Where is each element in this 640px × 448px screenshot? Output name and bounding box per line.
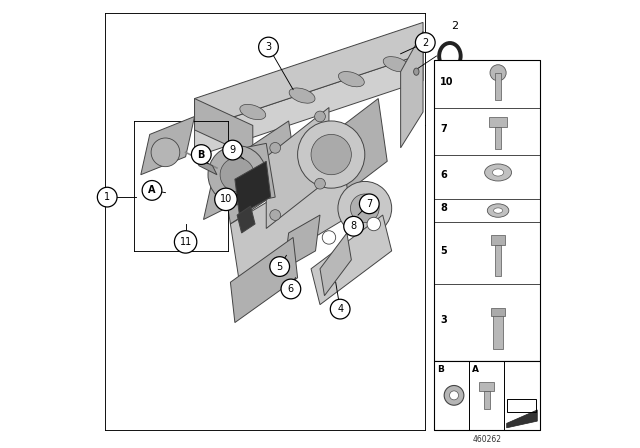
Polygon shape — [284, 99, 387, 233]
Circle shape — [281, 279, 301, 299]
Text: 6: 6 — [288, 284, 294, 294]
Text: 8: 8 — [351, 221, 356, 231]
Circle shape — [367, 217, 380, 231]
Ellipse shape — [484, 164, 511, 181]
Text: B: B — [198, 150, 205, 159]
Text: B: B — [437, 365, 444, 374]
Circle shape — [444, 385, 464, 405]
Circle shape — [223, 140, 243, 160]
Polygon shape — [195, 54, 423, 157]
Ellipse shape — [493, 169, 504, 176]
FancyBboxPatch shape — [489, 116, 507, 126]
Ellipse shape — [487, 204, 509, 217]
Circle shape — [191, 145, 211, 164]
Circle shape — [214, 188, 237, 211]
Circle shape — [338, 181, 392, 235]
Text: 10: 10 — [440, 77, 454, 87]
FancyBboxPatch shape — [435, 60, 540, 361]
Text: 9: 9 — [230, 145, 236, 155]
Polygon shape — [266, 108, 329, 228]
FancyBboxPatch shape — [493, 311, 504, 349]
Circle shape — [315, 178, 325, 189]
FancyBboxPatch shape — [435, 361, 540, 430]
Polygon shape — [235, 161, 271, 215]
Text: 460262: 460262 — [472, 435, 501, 444]
Text: 6: 6 — [440, 170, 447, 180]
Circle shape — [220, 158, 254, 192]
Text: 10: 10 — [220, 194, 232, 204]
Text: A: A — [472, 365, 479, 374]
FancyBboxPatch shape — [491, 308, 505, 316]
FancyBboxPatch shape — [495, 73, 500, 99]
Polygon shape — [507, 410, 538, 428]
FancyBboxPatch shape — [495, 126, 501, 149]
Polygon shape — [221, 143, 275, 206]
Polygon shape — [401, 31, 423, 148]
Text: 4: 4 — [337, 304, 343, 314]
Ellipse shape — [383, 56, 409, 72]
Ellipse shape — [240, 104, 266, 120]
Circle shape — [415, 33, 435, 52]
Polygon shape — [311, 215, 392, 305]
Text: 11: 11 — [179, 237, 192, 247]
FancyBboxPatch shape — [484, 391, 490, 409]
Polygon shape — [195, 22, 423, 130]
Polygon shape — [237, 206, 255, 233]
FancyBboxPatch shape — [491, 235, 505, 245]
Text: 3: 3 — [266, 42, 271, 52]
Polygon shape — [204, 166, 239, 220]
FancyBboxPatch shape — [479, 382, 495, 391]
Text: 8: 8 — [440, 203, 447, 213]
Circle shape — [270, 257, 289, 276]
Text: 1: 1 — [104, 192, 110, 202]
Circle shape — [174, 231, 196, 253]
Polygon shape — [230, 237, 298, 323]
Text: 2: 2 — [451, 22, 458, 31]
Polygon shape — [284, 215, 320, 269]
Circle shape — [259, 37, 278, 57]
Polygon shape — [221, 121, 298, 224]
Circle shape — [322, 231, 336, 244]
Polygon shape — [320, 233, 351, 296]
FancyBboxPatch shape — [495, 245, 501, 276]
Ellipse shape — [289, 88, 315, 103]
Circle shape — [142, 181, 162, 200]
Polygon shape — [195, 157, 217, 175]
Polygon shape — [230, 157, 351, 282]
Text: A: A — [148, 185, 156, 195]
Circle shape — [360, 194, 379, 214]
Text: 3: 3 — [440, 315, 447, 325]
Circle shape — [490, 65, 506, 81]
Text: 5: 5 — [276, 262, 283, 271]
Text: 7: 7 — [366, 199, 372, 209]
Circle shape — [344, 216, 364, 236]
Text: 7: 7 — [440, 124, 447, 134]
Polygon shape — [195, 99, 253, 157]
Ellipse shape — [413, 68, 419, 75]
Ellipse shape — [339, 72, 364, 87]
Text: 5: 5 — [440, 246, 447, 256]
Circle shape — [351, 194, 379, 223]
Circle shape — [315, 111, 325, 122]
Circle shape — [151, 138, 180, 167]
Circle shape — [298, 121, 365, 188]
Circle shape — [330, 299, 350, 319]
Ellipse shape — [493, 208, 502, 213]
Circle shape — [208, 146, 266, 204]
Polygon shape — [141, 116, 195, 175]
Circle shape — [270, 210, 280, 220]
Circle shape — [449, 391, 458, 400]
Text: 2: 2 — [422, 38, 428, 47]
Circle shape — [311, 134, 351, 175]
Circle shape — [270, 142, 280, 153]
Circle shape — [97, 187, 117, 207]
